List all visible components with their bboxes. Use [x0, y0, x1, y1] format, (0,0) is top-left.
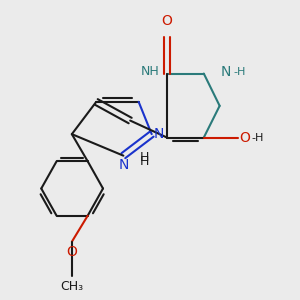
- Text: CH₃: CH₃: [60, 280, 83, 293]
- Text: N: N: [118, 158, 129, 172]
- Text: O: O: [239, 130, 250, 145]
- Text: H: H: [140, 154, 149, 167]
- Text: -H: -H: [233, 67, 246, 77]
- Text: N: N: [221, 65, 231, 79]
- Text: NH: NH: [141, 65, 160, 78]
- Text: O: O: [161, 14, 172, 28]
- Text: O: O: [66, 245, 77, 259]
- Text: -H: -H: [252, 133, 264, 142]
- Text: N: N: [154, 127, 164, 141]
- Text: H: H: [140, 151, 149, 164]
